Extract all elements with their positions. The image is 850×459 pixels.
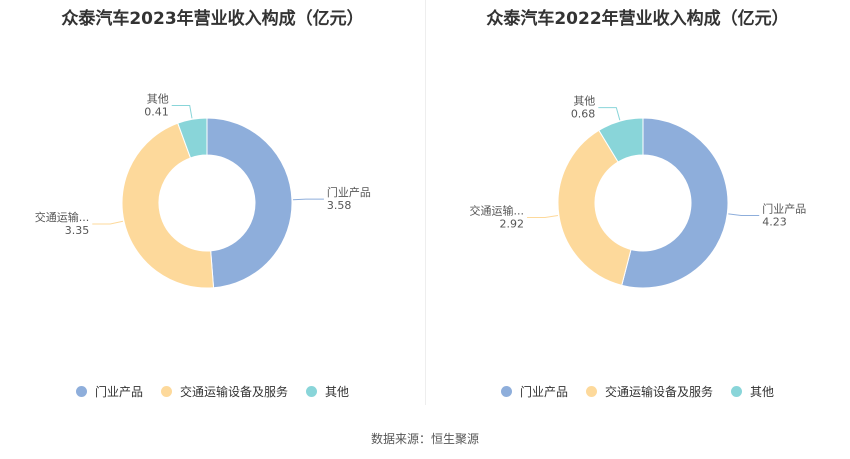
slice-value-label: 3.35 (65, 224, 90, 237)
slice-value-label: 0.41 (144, 106, 169, 119)
legend-swatch (75, 386, 87, 397)
slice-label: 交通运输... (35, 210, 90, 224)
donut-slice[interactable] (557, 129, 632, 286)
legend-label: 其他 (325, 385, 350, 399)
legend-swatch (500, 386, 512, 397)
legend-label: 交通运输设备及服务 (604, 385, 713, 399)
chart-legend-2023: 门业产品 交通运输设备及服务 其他 (0, 383, 425, 400)
legend-label: 门业产品 (519, 385, 568, 399)
donut-slice[interactable] (177, 117, 208, 159)
leader-line (92, 220, 124, 225)
leader-line (598, 107, 621, 121)
slice-value-label: 3.58 (327, 199, 352, 212)
legend-swatch (585, 386, 597, 397)
chart-panel-2022: 众泰汽车2022年营业收入构成（亿元） 门业产品 4.23 交通运输... 2.92 其… (425, 0, 850, 405)
chart-legend-2022: 门业产品 交通运输设备及服务 其他 (425, 383, 850, 400)
legend-label: 门业产品 (94, 385, 143, 399)
legend-label: 其他 (750, 385, 775, 399)
chart-title-2023: 众泰汽车2023年营业收入构成（亿元） (61, 9, 364, 29)
donut-slice[interactable] (621, 117, 729, 289)
data-source: 数据来源：恒生聚源 (370, 432, 479, 446)
slice-label: 其他 (147, 93, 169, 106)
leader-line (292, 198, 324, 201)
slice-value-label: 4.23 (762, 215, 787, 228)
donut-slice[interactable] (121, 122, 215, 289)
donut-slice[interactable] (598, 117, 644, 163)
legend-item[interactable]: 其他 (306, 383, 349, 400)
legend-label: 交通运输设备及服务 (179, 385, 288, 399)
slice-label: 门业产品 (327, 185, 371, 199)
leader-line (171, 105, 193, 119)
legend-item[interactable]: 交通运输设备及服务 (585, 383, 713, 400)
slice-label: 门业产品 (762, 201, 806, 215)
legend-item[interactable]: 其他 (731, 383, 774, 400)
leader-line (527, 215, 558, 218)
legend-swatch (160, 386, 172, 397)
legend-item[interactable]: 交通运输设备及服务 (160, 383, 288, 400)
panel-divider (425, 0, 426, 405)
leader-line (728, 213, 760, 216)
legend-item[interactable]: 门业产品 (500, 383, 568, 400)
slice-label: 其他 (573, 95, 595, 108)
chart-title-2022: 众泰汽车2022年营业收入构成（亿元） (486, 9, 789, 29)
chart-panel-2023: 众泰汽车2023年营业收入构成（亿元） 门业产品 3.58 交通运输... 3.35 其… (0, 0, 425, 405)
donut-slice[interactable] (206, 117, 293, 289)
slice-label: 交通运输... (470, 203, 524, 217)
legend-swatch (306, 386, 317, 397)
legend-item[interactable]: 门业产品 (75, 383, 143, 400)
slice-value-label: 2.92 (500, 217, 524, 230)
legend-swatch (731, 386, 742, 397)
slice-value-label: 0.68 (571, 108, 596, 121)
